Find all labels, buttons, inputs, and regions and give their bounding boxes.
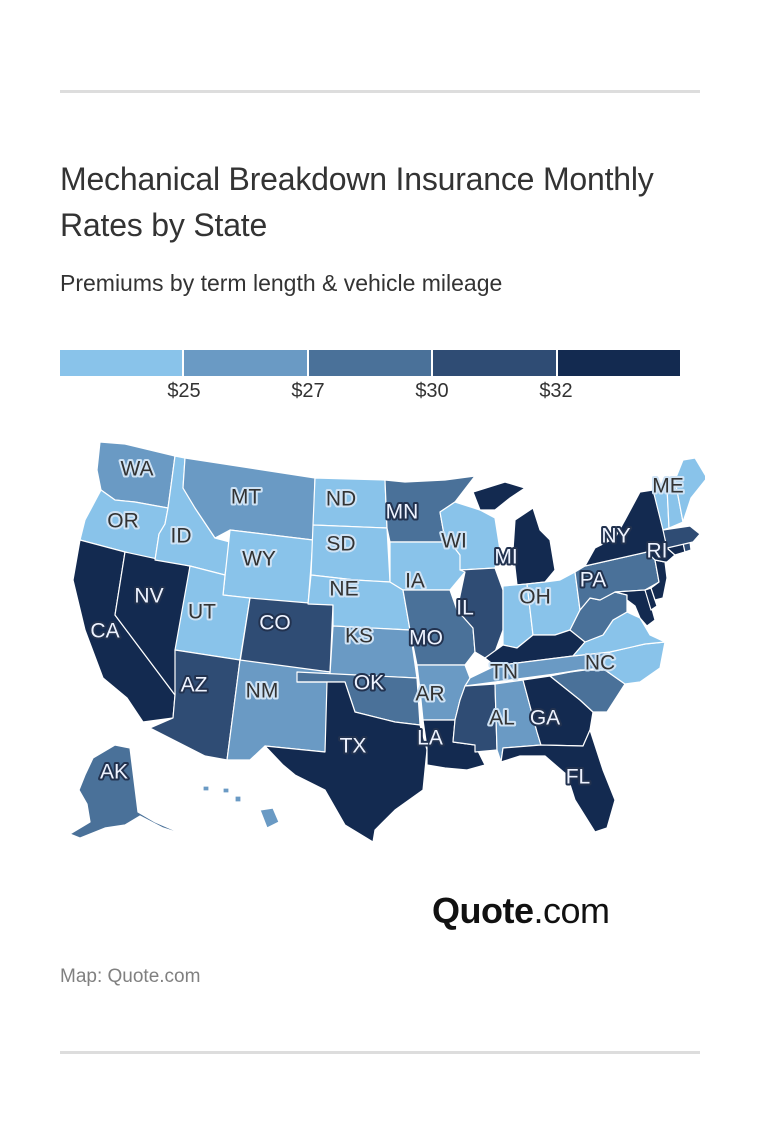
state-NC[interactable] <box>554 641 666 685</box>
state-FL[interactable] <box>500 729 616 833</box>
state-KS[interactable] <box>329 625 418 679</box>
legend-swatch-4 <box>433 350 556 376</box>
legend-swatch-3 <box>308 350 432 376</box>
state-label-IL: IL <box>456 597 474 620</box>
state-label-NV: NV <box>134 585 163 608</box>
bottom-divider <box>60 1051 700 1054</box>
state-TX[interactable] <box>264 681 428 843</box>
state-DE[interactable] <box>644 587 658 611</box>
legend-tick: $32 <box>539 380 573 402</box>
state-CO[interactable] <box>239 597 334 673</box>
state-label-UT: UT <box>188 601 216 624</box>
state-label-OR: OR <box>107 510 139 533</box>
state-label-TN: TN <box>490 661 518 684</box>
legend-tick: $30 <box>415 380 449 402</box>
state-label-ID: ID <box>171 525 192 548</box>
map-source-credit: Map: Quote.com <box>60 966 201 987</box>
state-label-SD: SD <box>326 533 355 556</box>
state-label-IA: IA <box>405 570 425 593</box>
state-label-ME: ME <box>652 475 684 498</box>
legend-tick-labels: $25 $27 $30 $32 <box>60 380 680 406</box>
state-AK[interactable] <box>69 744 186 839</box>
state-label-GA: GA <box>530 707 560 730</box>
chart-subtitle: Premiums by term length & vehicle mileag… <box>60 270 503 296</box>
state-label-OH: OH <box>519 586 551 609</box>
state-HI[interactable] <box>202 785 280 829</box>
logo-suffix: .com <box>533 890 611 931</box>
legend-swatch-1 <box>60 350 183 376</box>
state-label-WA: WA <box>120 458 153 481</box>
state-label-AR: AR <box>415 683 444 706</box>
state-label-PA: PA <box>580 569 606 592</box>
legend-tick: $27 <box>291 380 325 402</box>
state-label-TX: TX <box>340 735 367 758</box>
state-MI[interactable] <box>472 481 556 586</box>
quote-com-logo: Quote.com <box>432 890 610 932</box>
legend-tick: $25 <box>167 380 201 402</box>
state-NJ[interactable] <box>650 559 668 601</box>
top-divider <box>60 90 700 93</box>
state-label-ND: ND <box>326 488 356 511</box>
state-label-MO: MO <box>409 627 443 650</box>
state-label-NC: NC <box>585 652 615 675</box>
color-legend <box>60 350 681 376</box>
legend-swatch-2 <box>184 350 307 376</box>
state-label-CO: CO <box>259 612 291 635</box>
state-label-FL: FL <box>566 766 591 789</box>
state-label-OK: OK <box>354 672 384 695</box>
state-label-AK: AK <box>100 761 128 784</box>
state-label-WY: WY <box>242 548 276 571</box>
state-label-WI: WI <box>441 530 467 553</box>
us-choropleth-map: WA OR CA NV ID MT WY UT CO AZ NM ND SD N… <box>55 430 708 850</box>
state-label-RI: RI <box>647 540 668 563</box>
state-label-MI: MI <box>494 546 517 569</box>
state-label-NE: NE <box>329 578 358 601</box>
state-label-NM: NM <box>246 680 279 703</box>
logo-bold: Quote <box>432 890 534 931</box>
chart-title: Mechanical Breakdown Insurance Monthly R… <box>60 161 654 243</box>
state-label-NY: NY <box>601 525 630 548</box>
state-label-KS: KS <box>345 625 373 648</box>
legend-swatch-5 <box>557 350 681 376</box>
state-label-AZ: AZ <box>181 674 208 697</box>
state-label-MT: MT <box>231 486 261 509</box>
state-label-LA: LA <box>417 727 443 750</box>
state-MA[interactable] <box>662 525 701 549</box>
state-label-AL: AL <box>489 707 515 730</box>
state-label-MN: MN <box>386 501 419 524</box>
state-label-CA: CA <box>90 620 119 643</box>
